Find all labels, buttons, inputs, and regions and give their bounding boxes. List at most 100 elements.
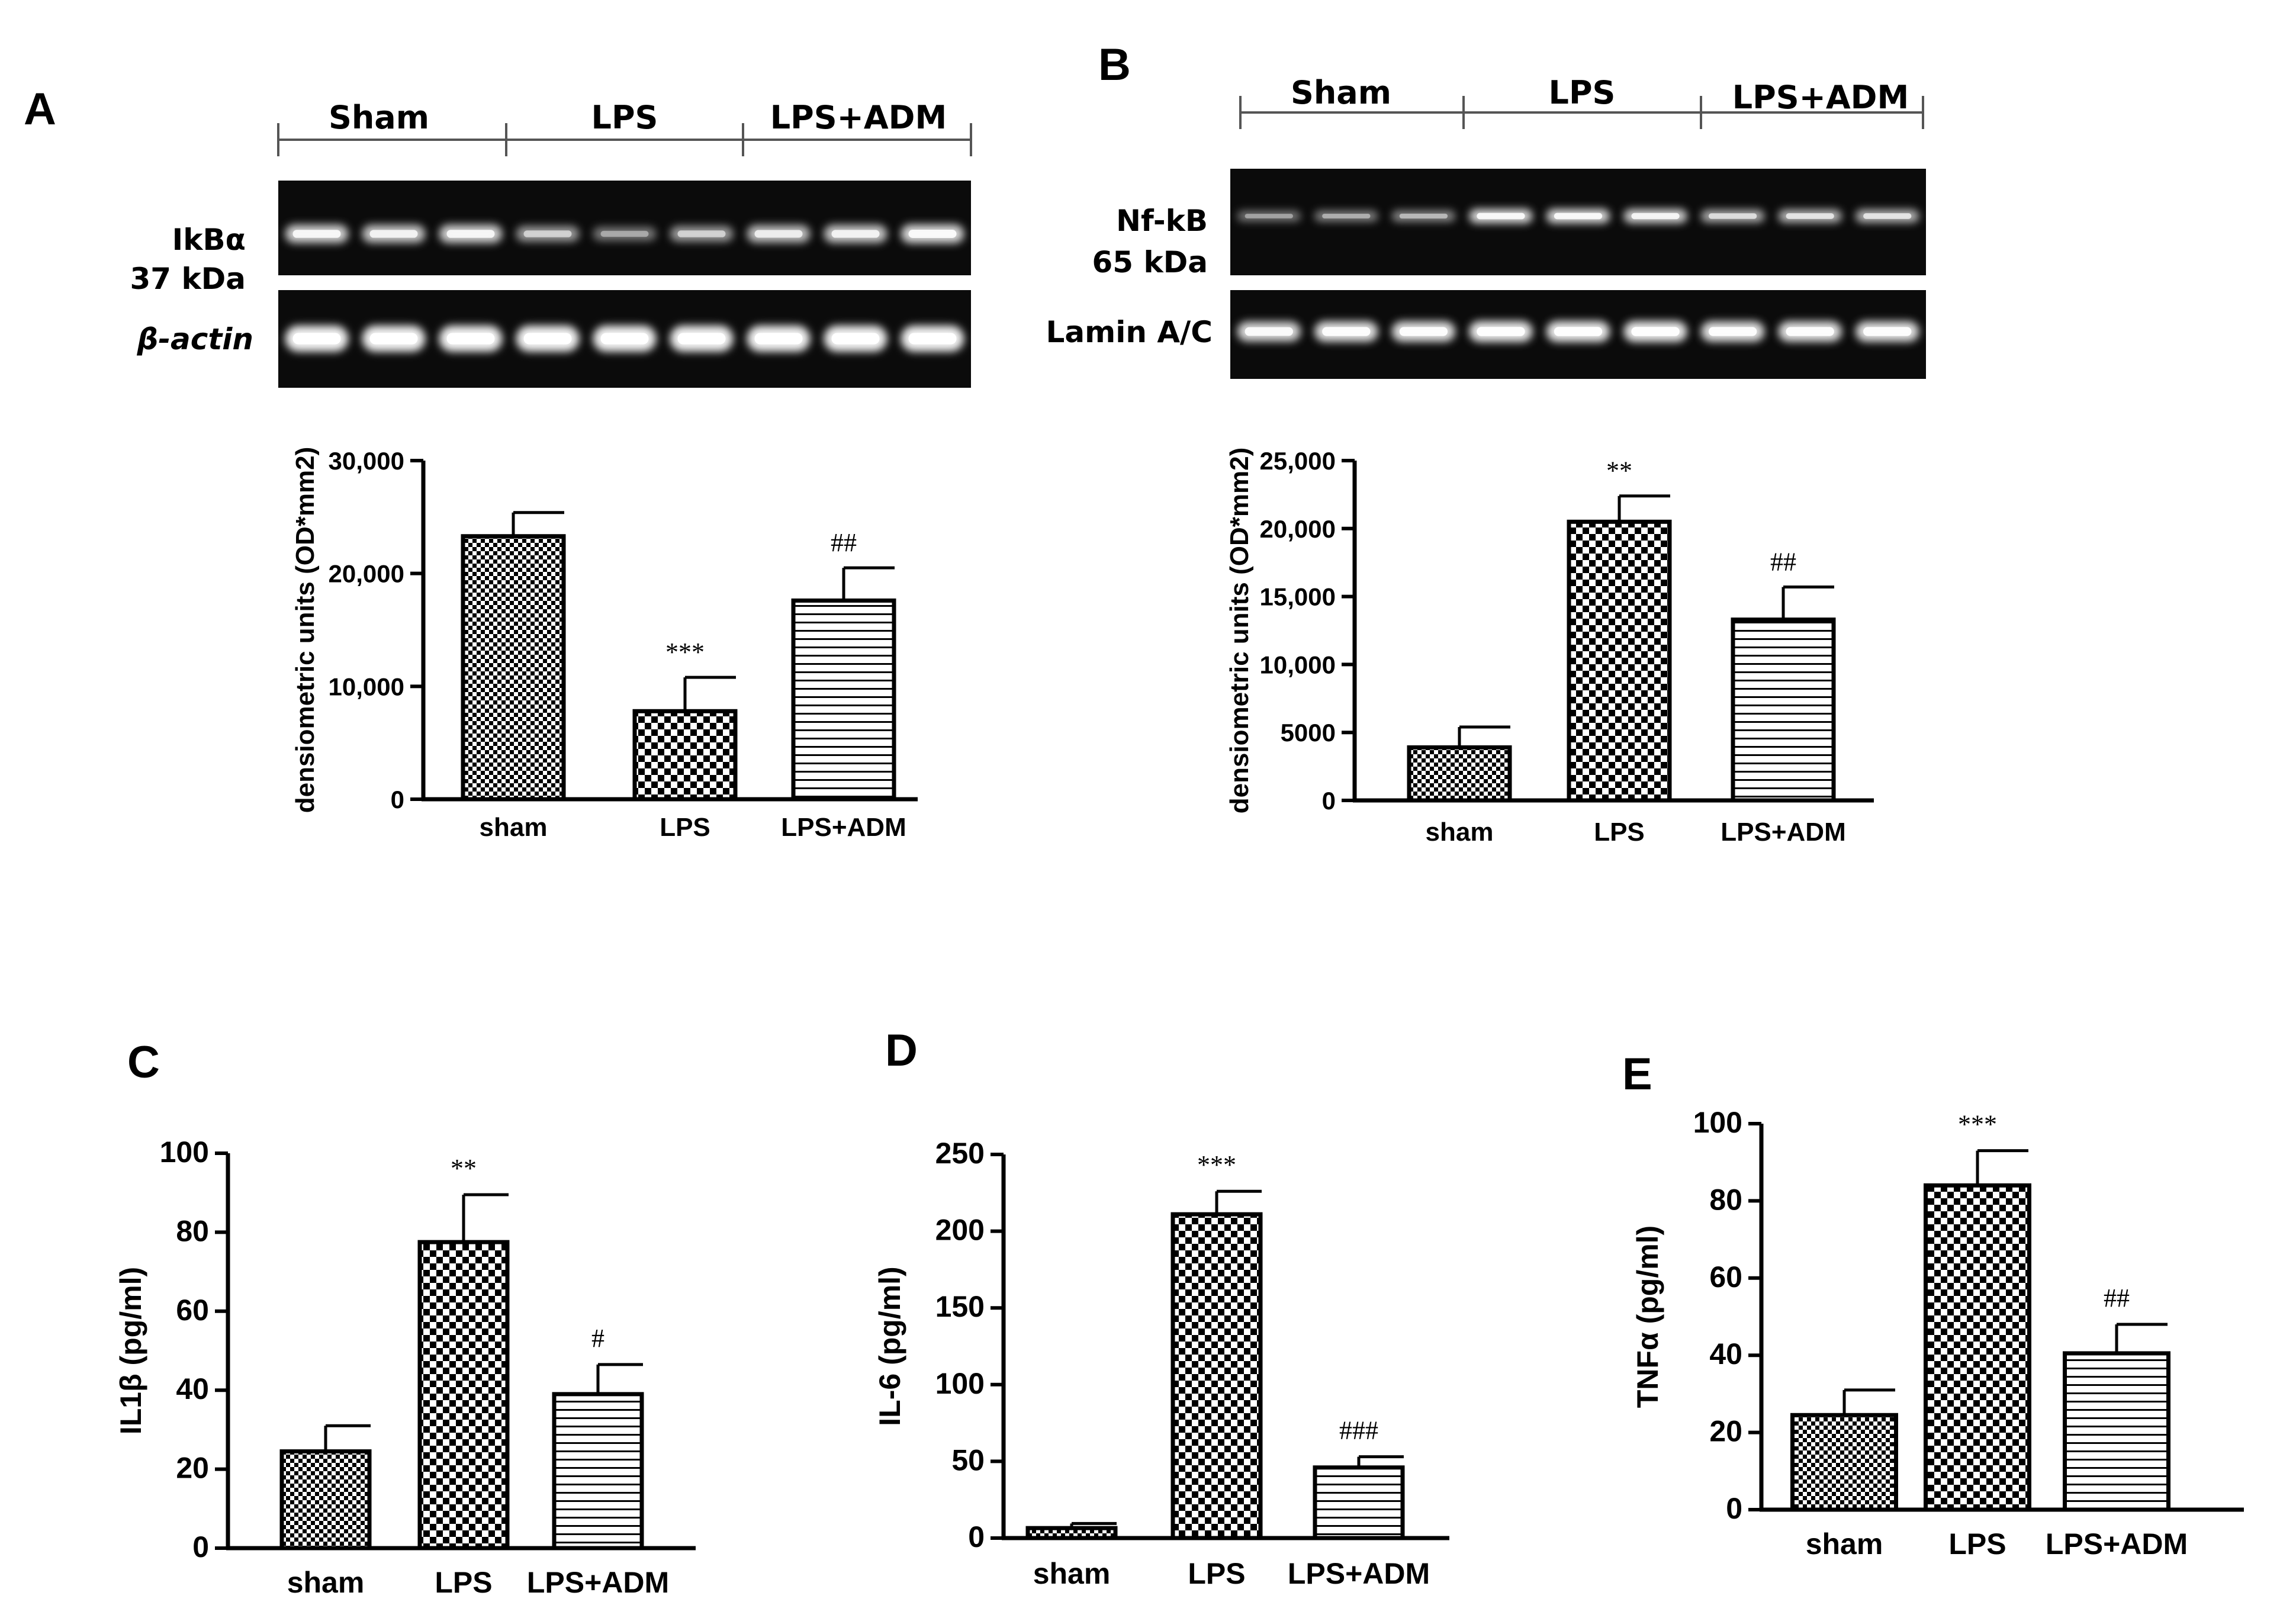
x-category-label: LPS+ADM bbox=[1721, 818, 1845, 847]
x-category-label: sham bbox=[287, 1566, 365, 1599]
y-tick-label: 0 bbox=[1322, 787, 1336, 815]
y-tick-label: 250 bbox=[935, 1137, 985, 1170]
blot-a-group-sham: Sham bbox=[329, 99, 429, 136]
blot-band bbox=[1314, 210, 1378, 222]
x-category-label: LPS+ADM bbox=[527, 1566, 669, 1599]
x-category-label: LPS bbox=[435, 1566, 492, 1599]
blot-band-core bbox=[1554, 213, 1603, 220]
y-tick-label: 10,000 bbox=[1260, 651, 1336, 678]
bar-sham bbox=[1407, 745, 1512, 803]
x-category-label: LPS+ADM bbox=[1288, 1557, 1430, 1590]
blot-band-core bbox=[677, 230, 726, 237]
blot-a-bands-actin bbox=[285, 326, 964, 352]
y-tick-label: 150 bbox=[935, 1290, 985, 1323]
x-category-label: sham bbox=[1033, 1557, 1111, 1590]
blot-band-core bbox=[908, 230, 957, 238]
bar-lps bbox=[1567, 519, 1672, 803]
x-category-label: sham bbox=[1806, 1527, 1883, 1561]
significance-label: *** bbox=[1197, 1150, 1236, 1179]
x-category-label: LPS bbox=[660, 813, 710, 842]
y-tick-label: 100 bbox=[1693, 1106, 1742, 1139]
blot-a-label-actin: β-actin bbox=[136, 322, 253, 356]
y-tick-label: 40 bbox=[1709, 1337, 1742, 1371]
bar-sham bbox=[461, 534, 566, 802]
blot-b-group-lps: LPS bbox=[1549, 74, 1616, 111]
blot-b-label-nfkb-kda: 65 kDa bbox=[1092, 245, 1208, 279]
y-tick-label: 80 bbox=[1709, 1183, 1742, 1216]
blot-band-core bbox=[1554, 327, 1603, 336]
significance-label: *** bbox=[1958, 1110, 1997, 1139]
y-tick-label: 100 bbox=[935, 1367, 985, 1400]
blot-b-bands-lamin bbox=[1237, 321, 1919, 342]
blot-a-group-lps-adm: LPS+ADM bbox=[770, 99, 947, 136]
y-axis-title: densiometric units (OD*mm2) bbox=[1225, 448, 1254, 814]
blot-band-core bbox=[1708, 213, 1757, 219]
y-tick-label: 40 bbox=[176, 1372, 209, 1405]
blot-b: Sham LPS LPS+ADM Nf-kB 65 kDa Lamin A/C bbox=[1046, 74, 1926, 379]
y-tick-label: 100 bbox=[160, 1136, 209, 1169]
chart-a: 0 10,000 20,000 30,000 densiometric units (O… bbox=[291, 447, 918, 842]
blot-band-core bbox=[1786, 327, 1834, 336]
y-tick-label: 15,000 bbox=[1260, 583, 1336, 611]
blot-band bbox=[1391, 210, 1455, 222]
significance-label: ## bbox=[831, 528, 857, 557]
blot-band-core bbox=[1863, 213, 1912, 219]
blot-band-core bbox=[1477, 213, 1525, 220]
y-tick-label: 30,000 bbox=[329, 447, 404, 475]
bar-lps-adm bbox=[552, 1392, 644, 1551]
bar-lps bbox=[1170, 1212, 1263, 1540]
blot-band bbox=[1237, 211, 1301, 221]
blot-a-label-ikba: IkBα bbox=[172, 223, 246, 257]
significance-label: # bbox=[591, 1324, 604, 1353]
significance-label: ## bbox=[2104, 1284, 2130, 1313]
y-tick-label: 0 bbox=[192, 1530, 209, 1564]
blot-band-core bbox=[1245, 327, 1293, 336]
y-axis-title: IL-6 (pg/ml) bbox=[873, 1266, 906, 1426]
blot-band-core bbox=[523, 333, 572, 345]
panel-letter-d: D bbox=[885, 1025, 918, 1076]
blot-a-label-ikba-kda: 37 kDa bbox=[130, 262, 246, 296]
bar-lps-adm bbox=[1313, 1465, 1405, 1540]
bar-lps bbox=[417, 1240, 510, 1551]
chart-d: 0 50 100 150 200 250 IL-6 (pg/ml) sham *** LPS ###… bbox=[873, 1137, 1449, 1590]
blot-band-core bbox=[292, 230, 341, 238]
bar-lps-adm bbox=[791, 598, 896, 802]
y-tick-label: 5000 bbox=[1281, 719, 1336, 747]
chart-b: 0 5000 10,000 15,000 20,000 25,000densiometri… bbox=[1225, 447, 1874, 847]
significance-label: ** bbox=[1606, 456, 1632, 485]
blot-band-core bbox=[369, 333, 418, 345]
blot-band-core bbox=[369, 230, 418, 238]
bar-lps bbox=[1924, 1183, 2031, 1512]
y-tick-label: 60 bbox=[1709, 1260, 1742, 1294]
blot-band-core bbox=[600, 230, 649, 237]
blot-a-group-lps: LPS bbox=[591, 99, 658, 136]
blot-band-core bbox=[1322, 327, 1371, 336]
bar-sham bbox=[279, 1449, 372, 1551]
blot-band-core bbox=[446, 333, 495, 345]
panel-letter-e: E bbox=[1622, 1049, 1652, 1099]
x-category-label: sham bbox=[480, 813, 548, 842]
blot-band-core bbox=[446, 230, 495, 238]
blot-band-core bbox=[831, 230, 880, 238]
y-tick-label: 0 bbox=[1726, 1492, 1742, 1525]
x-category-label: LPS bbox=[1948, 1527, 2006, 1561]
blot-a: Sham LPS LPS+ADM IkBα 37 kDa β-actin bbox=[130, 99, 972, 388]
x-category-label: LPS+ADM bbox=[2046, 1527, 2188, 1561]
blot-band-core bbox=[1631, 213, 1680, 220]
panel-letter-a: A bbox=[24, 84, 56, 134]
y-tick-label: 60 bbox=[176, 1294, 209, 1327]
y-tick-label: 20,000 bbox=[1260, 515, 1336, 543]
x-category-label: LPS bbox=[1594, 818, 1645, 847]
x-category-label: sham bbox=[1426, 818, 1494, 847]
blot-band-core bbox=[754, 230, 803, 238]
x-category-label: LPS+ADM bbox=[781, 813, 906, 842]
y-axis-title: densiometric units (OD*mm2) bbox=[291, 447, 320, 813]
y-tick-label: 10,000 bbox=[329, 673, 404, 700]
blot-band-core bbox=[1631, 327, 1680, 336]
bar-lps-adm bbox=[1731, 617, 1836, 803]
blot-band-core bbox=[1708, 327, 1757, 336]
significance-label: ### bbox=[1339, 1416, 1378, 1445]
charts: 0 10,000 20,000 30,000 densiometric units (O… bbox=[114, 447, 2244, 1599]
y-axis-title: IL1β (pg/ml) bbox=[114, 1267, 147, 1434]
